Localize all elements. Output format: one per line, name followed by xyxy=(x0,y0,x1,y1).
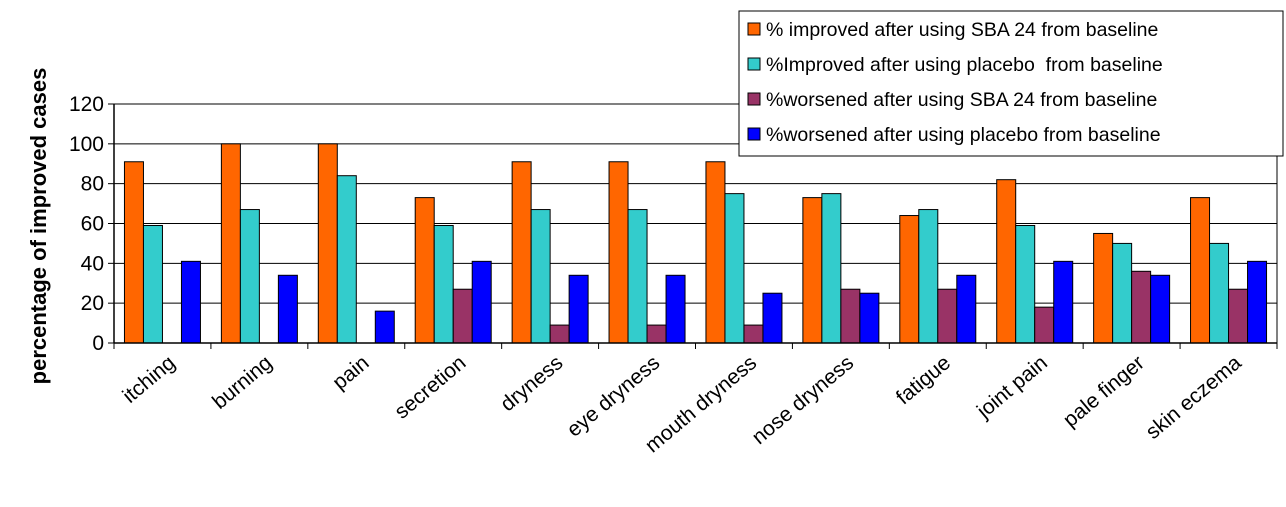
bar xyxy=(180,260,201,344)
x-tick-label: skin eczema xyxy=(1142,351,1246,444)
legend: % improved after using SBA 24 from basel… xyxy=(738,10,1284,157)
bar xyxy=(123,161,144,344)
bar xyxy=(414,197,435,344)
x-tick-label: pain xyxy=(328,351,373,394)
bar xyxy=(762,292,783,344)
y-tick-label: 100 xyxy=(69,133,104,156)
x-tick-label: eye dryness xyxy=(563,351,665,441)
bar xyxy=(1131,270,1152,344)
bar xyxy=(918,209,939,344)
bar xyxy=(1247,260,1268,344)
bar xyxy=(277,274,298,344)
legend-box xyxy=(738,10,1284,157)
bar xyxy=(471,260,492,344)
bar xyxy=(743,324,764,344)
y-tick-label: 120 xyxy=(69,93,104,116)
legend-swatch xyxy=(747,22,761,36)
bar xyxy=(937,288,958,344)
bar xyxy=(821,193,842,344)
bar xyxy=(840,288,861,344)
bar xyxy=(239,209,260,344)
bar xyxy=(317,143,338,344)
legend-swatch xyxy=(747,92,761,106)
y-tick-label: 60 xyxy=(81,213,104,236)
bar xyxy=(568,274,589,344)
x-tick-label: pale finger xyxy=(1059,351,1149,432)
y-tick-label: 0 xyxy=(92,332,104,355)
x-tick-label: fatigue xyxy=(892,351,955,409)
bar xyxy=(627,209,648,344)
bar xyxy=(724,193,745,344)
bar xyxy=(530,209,551,344)
y-tick-labels: 0 20 40 60 80 100 120 xyxy=(69,93,104,355)
bar xyxy=(1015,224,1036,344)
bar xyxy=(1053,260,1074,344)
legend-label: %Improved after using placebo from basel… xyxy=(766,54,1163,76)
legend-label: % improved after using SBA 24 from basel… xyxy=(766,19,1158,41)
legend-label: %worsened after using SBA 24 from baseli… xyxy=(766,89,1157,111)
y-axis-label: percentage of improved cases xyxy=(26,68,51,385)
bar xyxy=(996,179,1017,344)
bar xyxy=(665,274,686,344)
x-tick-label: dryness xyxy=(496,351,567,416)
x-tick-label: burning xyxy=(208,351,276,414)
y-tick-label: 80 xyxy=(81,173,104,196)
bar xyxy=(1190,197,1211,344)
bar xyxy=(802,197,823,344)
x-tick-label: secretion xyxy=(390,351,470,423)
bar xyxy=(433,224,454,344)
bar xyxy=(705,161,726,344)
bar xyxy=(859,292,880,344)
bar xyxy=(1034,306,1055,344)
y-tick-label: 40 xyxy=(81,252,104,275)
bar xyxy=(374,310,395,344)
bar xyxy=(956,274,977,344)
bar xyxy=(1228,288,1249,344)
bar xyxy=(452,288,473,344)
bar xyxy=(899,215,920,344)
x-tick-label: joint pain xyxy=(972,351,1052,423)
legend-label: %worsened after using placebo from basel… xyxy=(766,124,1161,146)
bar xyxy=(220,143,241,344)
bar xyxy=(1209,242,1230,344)
legend-swatch xyxy=(747,57,761,71)
legend-swatch xyxy=(747,127,761,141)
bar xyxy=(1093,232,1114,344)
y-tick-label: 20 xyxy=(81,292,104,315)
x-tick-label: nose dryness xyxy=(748,351,858,449)
bar xyxy=(1150,274,1171,344)
bar xyxy=(336,175,357,344)
bar xyxy=(549,324,570,344)
bar xyxy=(646,324,667,344)
bar xyxy=(1112,242,1133,344)
bar xyxy=(142,224,163,344)
bar xyxy=(608,161,629,344)
axes xyxy=(108,103,1278,349)
bars-group xyxy=(123,143,1268,344)
x-tick-label: itching xyxy=(118,351,179,408)
bar xyxy=(511,161,532,344)
